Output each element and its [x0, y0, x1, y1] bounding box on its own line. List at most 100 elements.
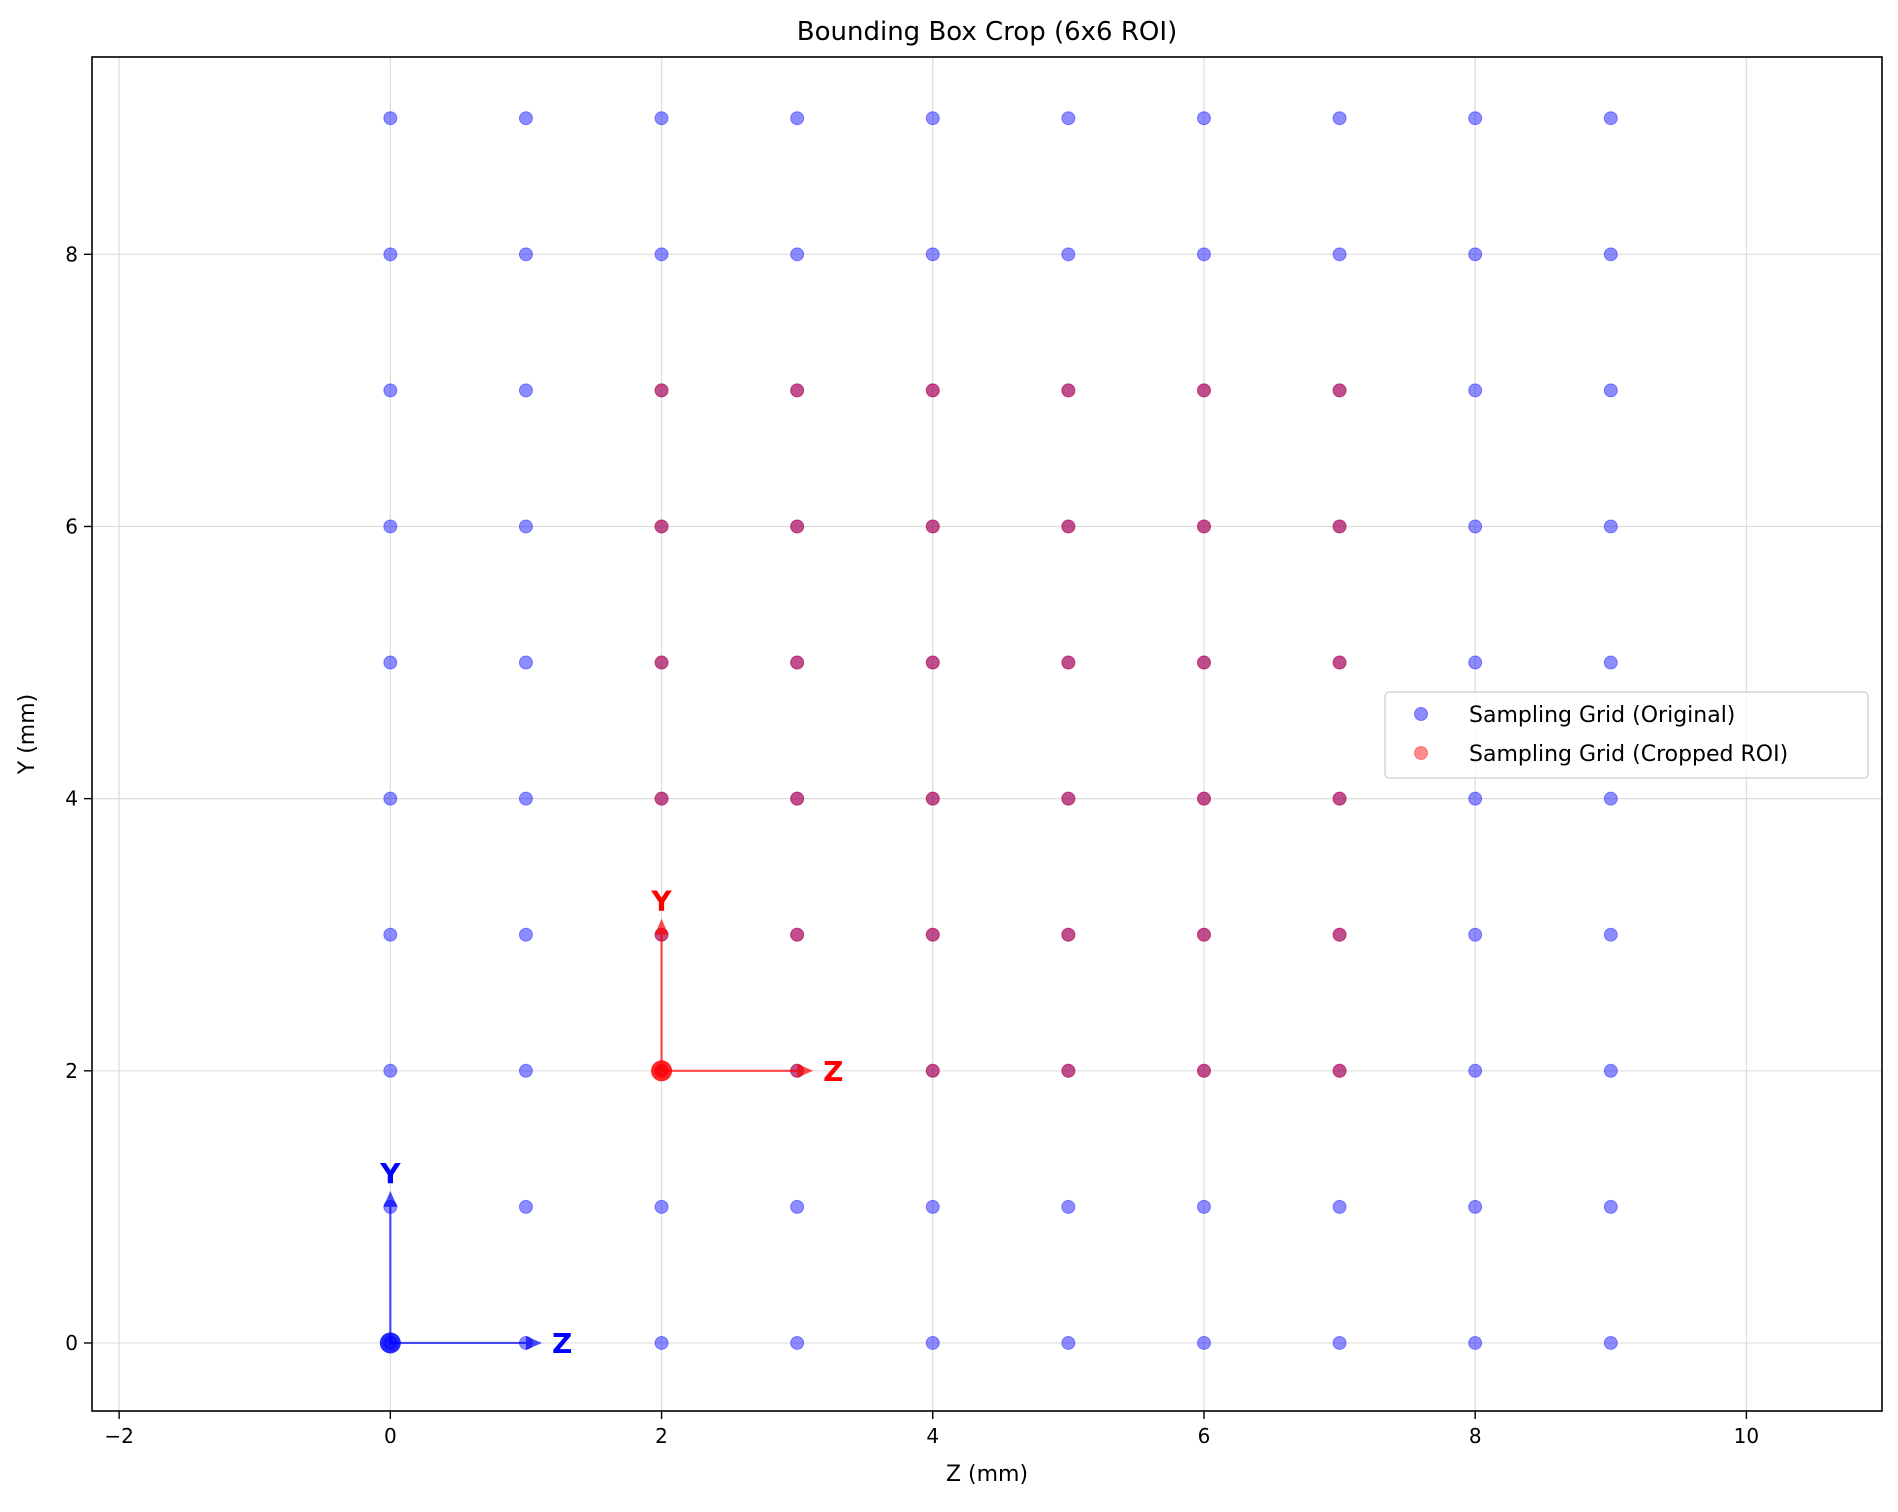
point-original: [1468, 791, 1483, 806]
point-original: [1196, 111, 1211, 126]
point-cropped: [1196, 519, 1211, 534]
point-original: [925, 519, 940, 534]
point-original: [654, 1335, 669, 1350]
frame-y-arrowhead-original: [383, 1190, 398, 1207]
point-cropped: [654, 519, 669, 534]
point-original: [1196, 791, 1211, 806]
x-tick-label: 6: [1198, 1424, 1211, 1448]
point-original: [1196, 927, 1211, 942]
point-original: [790, 247, 805, 262]
point-original: [1468, 519, 1483, 534]
point-original: [1468, 1063, 1483, 1078]
point-original: [383, 111, 398, 126]
point-original: [1468, 655, 1483, 670]
point-cropped: [925, 927, 940, 942]
point-original: [790, 383, 805, 398]
point-cropped: [925, 1063, 940, 1078]
point-original: [790, 1335, 805, 1350]
point-original: [790, 655, 805, 670]
point-original: [654, 655, 669, 670]
point-original: [1603, 247, 1618, 262]
point-original: [518, 383, 533, 398]
point-original: [925, 247, 940, 262]
point-original: [1468, 1335, 1483, 1350]
point-original: [925, 1199, 940, 1214]
point-original: [925, 1335, 940, 1350]
y-tick-label: 0: [65, 1331, 78, 1355]
point-original: [383, 655, 398, 670]
point-original: [383, 1063, 398, 1078]
point-cropped: [1332, 519, 1347, 534]
frame-z-label-original: Z: [552, 1327, 572, 1360]
point-original: [1196, 1199, 1211, 1214]
point-original: [1196, 1335, 1211, 1350]
point-cropped: [1196, 383, 1211, 398]
point-original: [1332, 655, 1347, 670]
point-original: [1603, 383, 1618, 398]
legend: Sampling Grid (Original) Sampling Grid (…: [1384, 691, 1869, 779]
frame-y-label-original: Y: [379, 1157, 401, 1190]
x-axis-label: Z (mm): [946, 1462, 1028, 1487]
point-original: [1603, 1063, 1618, 1078]
point-original: [1061, 519, 1076, 534]
chart-title: Bounding Box Crop (6x6 ROI): [797, 17, 1177, 47]
point-original: [1603, 519, 1618, 534]
point-original: [1468, 247, 1483, 262]
point-cropped: [1332, 927, 1347, 942]
point-original: [1061, 247, 1076, 262]
point-original: [1061, 1335, 1076, 1350]
axis-ticks: −2 0 2 4 6 8 10 0 2 4 6 8: [65, 242, 1759, 1448]
y-tick-label: 8: [65, 242, 78, 266]
legend-marker-original: [1414, 707, 1428, 721]
x-tick-label: 10: [1734, 1424, 1759, 1448]
point-original: [1468, 927, 1483, 942]
point-original: [790, 1199, 805, 1214]
point-cropped: [1332, 655, 1347, 670]
point-original: [1603, 655, 1618, 670]
point-original: [925, 927, 940, 942]
frame-z-arrowhead-original: [525, 1335, 542, 1350]
point-original: [1603, 927, 1618, 942]
point-cropped: [925, 655, 940, 670]
data-points: [383, 111, 1618, 1350]
frame-z-arrowhead-cropped: [797, 1063, 814, 1078]
point-original: [383, 519, 398, 534]
point-original: [1196, 655, 1211, 670]
point-original: [518, 1063, 533, 1078]
point-cropped: [790, 927, 805, 942]
point-original: [925, 791, 940, 806]
y-axis-label: Y (mm): [15, 694, 40, 775]
point-original: [790, 791, 805, 806]
point-cropped: [1061, 655, 1076, 670]
frame-z-label-cropped: Z: [823, 1055, 843, 1088]
x-tick-label: 2: [655, 1424, 668, 1448]
point-original: [1061, 791, 1076, 806]
point-cropped: [1061, 1063, 1076, 1078]
point-original: [518, 519, 533, 534]
point-original: [1468, 383, 1483, 398]
x-tick-label: 0: [384, 1424, 397, 1448]
legend-label-original: Sampling Grid (Original): [1469, 703, 1735, 728]
point-cropped: [925, 791, 940, 806]
point-cropped: [1332, 1063, 1347, 1078]
point-original: [1332, 1335, 1347, 1350]
point-original: [1196, 383, 1211, 398]
frame-y-label-cropped: Y: [650, 885, 672, 918]
point-original: [1332, 791, 1347, 806]
point-original: [518, 927, 533, 942]
point-original: [1332, 1199, 1347, 1214]
legend-label-cropped: Sampling Grid (Cropped ROI): [1469, 742, 1788, 767]
point-original: [1061, 655, 1076, 670]
point-original: [1603, 791, 1618, 806]
x-tick-label: 8: [1469, 1424, 1482, 1448]
point-original: [383, 247, 398, 262]
point-original: [383, 383, 398, 398]
x-tick-label: 4: [926, 1424, 939, 1448]
point-cropped: [654, 383, 669, 398]
point-original: [1332, 1063, 1347, 1078]
point-cropped: [1061, 383, 1076, 398]
point-original: [1061, 383, 1076, 398]
point-original: [1332, 519, 1347, 534]
point-cropped: [1196, 655, 1211, 670]
